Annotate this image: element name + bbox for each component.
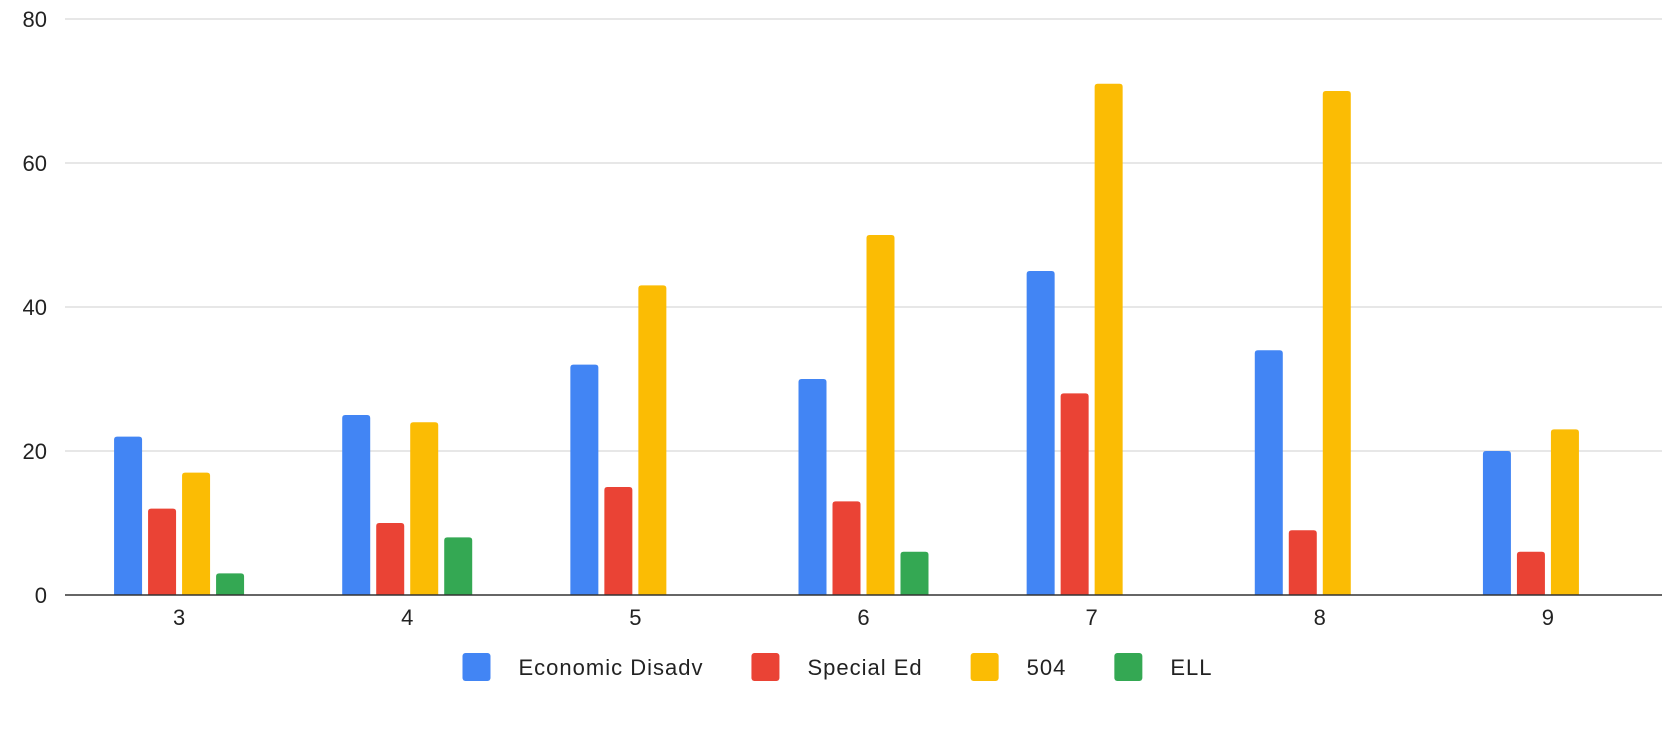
bar-ell-6 <box>900 551 929 595</box>
legend: Economic Disadv Special Ed 504 ELL <box>462 653 1212 681</box>
bar-special-ed-8 <box>1288 530 1317 595</box>
bar-economic-disadv-3 <box>114 436 143 595</box>
bar-special-ed-5 <box>604 487 633 595</box>
x-tick-label: 5 <box>629 605 641 630</box>
legend-label: ELL <box>1170 655 1212 680</box>
y-tick-label: 20 <box>23 439 47 464</box>
bar-special-ed-3 <box>148 508 177 595</box>
bar-special-ed-4 <box>376 523 405 595</box>
bar-504-6 <box>866 235 895 595</box>
bar-economic-disadv-5 <box>570 364 599 595</box>
y-tick-label: 60 <box>23 151 47 176</box>
bar-504-5 <box>638 285 667 595</box>
bar-504-3 <box>182 472 211 595</box>
legend-swatch <box>751 653 780 681</box>
bar-ell-4 <box>444 537 473 595</box>
legend-item-ell: ELL <box>1114 653 1212 681</box>
x-tick-label: 3 <box>173 605 185 630</box>
bar-economic-disadv-6 <box>798 379 827 595</box>
legend-swatch <box>970 653 999 681</box>
bar-economic-disadv-8 <box>1254 350 1283 595</box>
bar-504-9 <box>1550 429 1579 595</box>
bar-504-8 <box>1322 91 1351 595</box>
x-tick-label: 8 <box>1314 605 1326 630</box>
y-axis-ticks: 0 20 40 60 80 <box>23 7 47 608</box>
y-tick-label: 0 <box>35 583 47 608</box>
x-tick-label: 6 <box>857 605 869 630</box>
bar-special-ed-9 <box>1516 551 1545 595</box>
x-tick-label: 9 <box>1542 605 1554 630</box>
legend-swatch <box>462 653 491 681</box>
legend-item-economic-disadv: Economic Disadv <box>462 653 703 681</box>
legend-label: 504 <box>1027 655 1067 680</box>
bars <box>114 83 1579 596</box>
x-tick-label: 4 <box>401 605 413 630</box>
bar-special-ed-7 <box>1060 393 1089 595</box>
y-tick-label: 80 <box>23 7 47 32</box>
legend-label: Economic Disadv <box>518 655 703 680</box>
x-tick-label: 7 <box>1086 605 1098 630</box>
legend-item-special-ed: Special Ed <box>751 653 922 681</box>
gridlines <box>65 18 1662 452</box>
bar-economic-disadv-4 <box>342 415 371 595</box>
bar-ell-3 <box>216 573 245 595</box>
bar-economic-disadv-9 <box>1482 451 1511 595</box>
legend-label: Special Ed <box>807 655 922 680</box>
legend-swatch <box>1114 653 1143 681</box>
x-axis-ticks: 3 4 5 6 7 8 9 <box>173 605 1554 630</box>
bar-504-4 <box>410 422 439 595</box>
bar-504-7 <box>1094 83 1123 596</box>
y-tick-label: 40 <box>23 295 47 320</box>
legend-item-504: 504 <box>970 653 1067 681</box>
bar-special-ed-6 <box>832 501 861 595</box>
bar-economic-disadv-7 <box>1026 271 1055 595</box>
